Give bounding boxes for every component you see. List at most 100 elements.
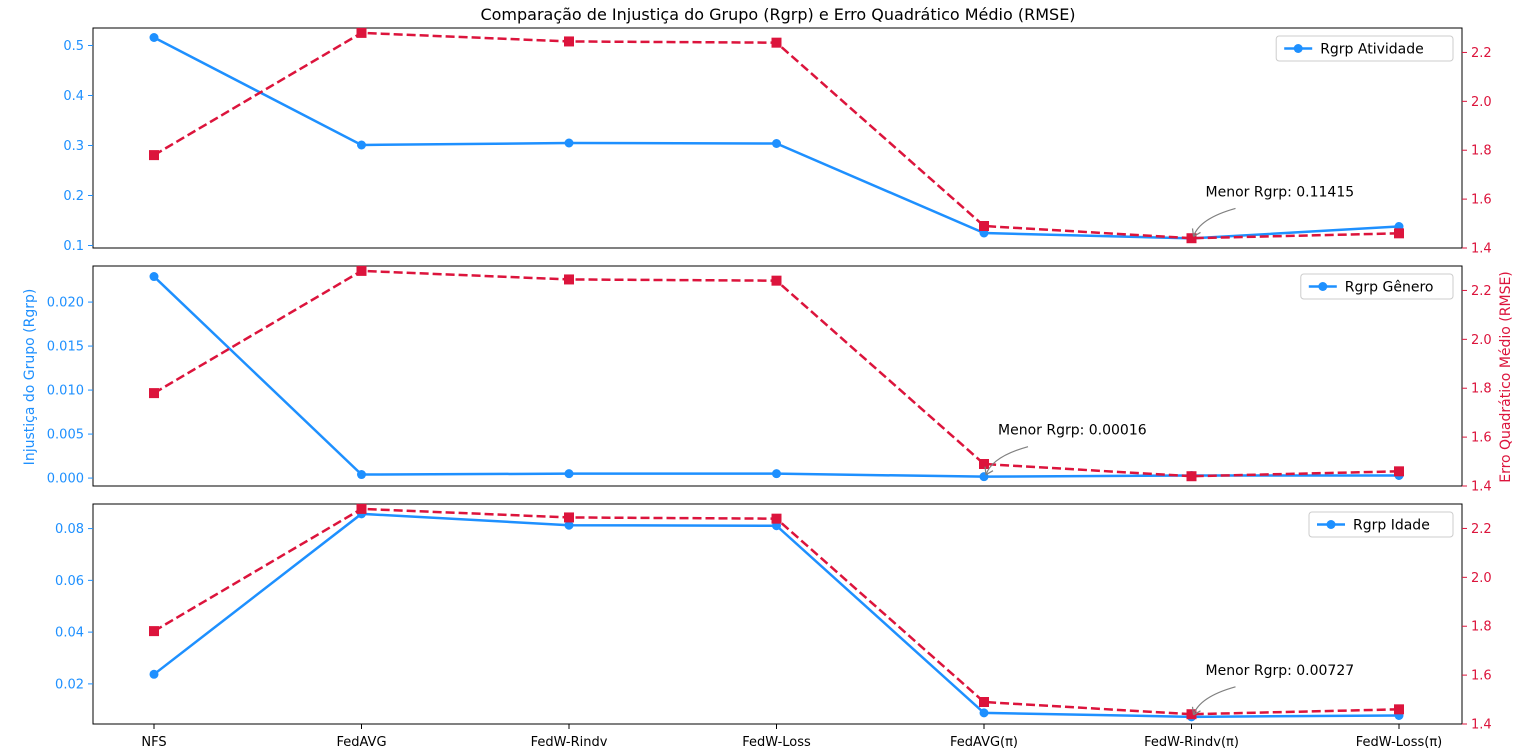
rmse-point (979, 459, 989, 469)
rmse-point (1394, 466, 1404, 477)
right-tick-label: 1.4 (1471, 480, 1492, 495)
right-tick-label: 1.4 (1471, 242, 1492, 257)
x-tick-label: FedW-Loss(π) (1356, 735, 1443, 750)
rmse-point (564, 512, 574, 523)
right-tick-label: 1.6 (1471, 193, 1492, 208)
annotation-label: Menor Rgrp: 0.11415 (1206, 184, 1355, 200)
left-tick-label: 0.020 (47, 296, 84, 311)
rmse-point (979, 697, 989, 707)
rgrp-point (564, 469, 574, 479)
rgrp-point (979, 708, 989, 718)
legend-marker (1326, 520, 1336, 529)
rgrp-point (564, 520, 574, 530)
legend-label: Rgrp Gênero (1345, 280, 1434, 296)
left-tick-label: 0.4 (63, 89, 84, 104)
rmse-point (356, 265, 367, 276)
right-tick-label: 2.0 (1471, 333, 1492, 348)
rmse-point (1394, 228, 1404, 239)
right-tick-label: 2.2 (1471, 522, 1492, 537)
right-tick-label: 1.8 (1471, 620, 1492, 635)
left-tick-label: 0.06 (55, 574, 84, 589)
right-tick-label: 2.0 (1471, 571, 1492, 586)
left-axis-label: Injustiça do Grupo (Rgrp) (22, 289, 38, 466)
legend-label: Rgrp Atividade (1320, 42, 1424, 58)
rgrp-point (357, 470, 366, 480)
rgrp-series-line (153, 36, 1400, 240)
rmse-point (564, 36, 574, 47)
panel-1: 0.1 0.2 0.3 0.4 0.5 1.4 1.6 1.8 2.0 2.2 Menor Rgrp… (63, 27, 1492, 257)
legend-marker (1293, 44, 1303, 53)
right-tick-label: 1.6 (1471, 431, 1492, 446)
rgrp-series-line (153, 275, 1399, 478)
left-tick-label: 0.000 (47, 472, 84, 487)
rmse-series-line (153, 269, 1400, 478)
rgrp-point (149, 272, 159, 282)
chart-panels: 0.1 0.2 0.3 0.4 0.5 1.4 1.6 1.8 2.0 2.2 Menor Rgrp… (47, 27, 1492, 750)
panel-2: 0.000 0.005 0.010 0.015 0.020 1.4 1.6 1.8 2.0 2.2… (47, 265, 1492, 495)
annotation-arrowhead (1191, 706, 1201, 716)
rmse-point (771, 275, 782, 286)
x-tick-label: FedAVG (336, 735, 386, 750)
x-tick-label: FedAVG(π) (950, 735, 1018, 750)
left-tick-label: 0.2 (63, 189, 84, 204)
right-tick-label: 2.2 (1471, 284, 1492, 299)
left-tick-label: 0.015 (47, 340, 84, 355)
rmse-point (771, 37, 782, 48)
annotation-arrowhead (1191, 228, 1201, 237)
x-tick-label: FedW-Rindv (531, 735, 608, 750)
rgrp-point (772, 139, 781, 148)
rmse-point (1186, 233, 1197, 244)
left-tick-label: 0.1 (63, 239, 84, 254)
annotation-label: Menor Rgrp: 0.00727 (1206, 663, 1355, 679)
legend-box (1300, 273, 1454, 300)
right-tick-label: 1.4 (1471, 718, 1492, 733)
right-tick-label: 1.6 (1471, 669, 1492, 684)
left-tick-label: 0.08 (55, 522, 84, 537)
legend-marker (1318, 282, 1328, 291)
rgrp-point (357, 140, 366, 150)
rmse-point (149, 626, 159, 637)
rgrp-series-line (153, 512, 1400, 719)
left-tick-label: 0.005 (47, 428, 84, 443)
right-tick-label: 1.8 (1471, 144, 1492, 159)
panel-3: 0.02 0.04 0.06 0.08 1.4 1.6 1.8 2.0 2.2 Menor Rgr… (55, 503, 1492, 733)
left-tick-label: 0.5 (63, 39, 84, 54)
rmse-point (356, 27, 367, 38)
rmse-point (356, 503, 367, 514)
chart-title: Comparação de Injustiça do Grupo (Rgrp) … (480, 5, 1075, 24)
legend-box (1275, 35, 1454, 62)
x-tick-label: NFS (141, 735, 166, 750)
rmse-point (979, 221, 989, 231)
rmse-series-line (153, 507, 1400, 716)
legend-label: Rgrp Idade (1353, 518, 1430, 534)
left-tick-label: 0.010 (47, 384, 84, 399)
rgrp-point (149, 33, 159, 42)
rmse-point (149, 150, 159, 161)
left-tick-label: 0.3 (63, 139, 84, 154)
annotation-arrow (985, 446, 1029, 475)
rmse-point (1186, 471, 1197, 482)
rgrp-point (772, 469, 781, 479)
legend-box (1308, 511, 1454, 538)
annotation-arrowhead (984, 466, 994, 476)
annotation-label: Menor Rgrp: 0.00016 (998, 423, 1147, 439)
right-tick-label: 2.0 (1471, 95, 1492, 110)
axes-frame (92, 27, 1463, 249)
left-tick-label: 0.02 (55, 677, 84, 692)
rmse-point (564, 274, 574, 285)
rmse-point (1186, 709, 1197, 720)
axes-frame (92, 503, 1463, 725)
rgrp-point (149, 669, 159, 679)
right-tick-label: 1.8 (1471, 382, 1492, 397)
rgrp-point (564, 138, 574, 148)
right-tick-label: 2.2 (1471, 46, 1492, 61)
x-tick-label: FedW-Loss (742, 735, 811, 750)
rmse-point (149, 388, 159, 399)
x-tick-label: FedW-Rindv(π) (1144, 735, 1239, 750)
annotation-arrow (1192, 207, 1236, 237)
left-tick-label: 0.04 (55, 626, 84, 641)
right-axis-label: Erro Quadrático Médio (RMSE) (1498, 271, 1514, 483)
annotation-arrow (1192, 686, 1236, 716)
